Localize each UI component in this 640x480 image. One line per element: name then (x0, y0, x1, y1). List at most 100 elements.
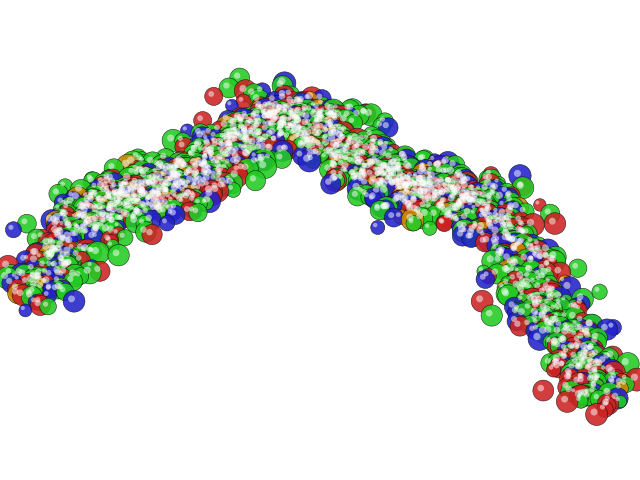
Point (154, 196, 164, 204)
Point (174, 159, 184, 167)
Point (65, 190, 76, 198)
Point (62, 211, 72, 219)
Point (314, 119, 324, 127)
Point (370, 141, 380, 148)
Point (589, 360, 599, 368)
Point (299, 105, 309, 113)
Point (529, 313, 540, 321)
Point (253, 102, 263, 110)
Point (569, 301, 579, 309)
Point (613, 383, 623, 390)
Point (20, 256, 31, 264)
Point (312, 130, 323, 138)
Point (311, 150, 321, 158)
Point (311, 113, 321, 121)
Point (314, 112, 324, 120)
Point (252, 156, 262, 163)
Point (447, 159, 458, 167)
Point (367, 178, 377, 186)
Point (463, 192, 474, 199)
Point (171, 175, 181, 183)
Point (303, 118, 313, 125)
Point (159, 173, 170, 180)
Point (152, 159, 162, 167)
Point (159, 217, 170, 225)
Point (118, 182, 129, 190)
Point (254, 158, 264, 166)
Point (136, 217, 147, 225)
Point (309, 138, 319, 146)
Point (31, 257, 41, 265)
Point (457, 201, 467, 209)
Point (262, 135, 273, 143)
Point (291, 112, 301, 120)
Point (260, 163, 270, 171)
Point (400, 153, 410, 161)
Point (253, 100, 264, 108)
Point (382, 164, 392, 172)
Point (572, 321, 582, 329)
Point (307, 153, 317, 160)
Point (390, 172, 401, 180)
Point (509, 258, 520, 266)
Point (120, 159, 131, 167)
Point (229, 135, 239, 143)
Point (401, 180, 412, 188)
Point (266, 122, 276, 130)
Point (394, 177, 404, 184)
Point (80, 244, 90, 252)
Point (209, 185, 220, 192)
Point (274, 119, 284, 127)
Point (506, 235, 516, 243)
Point (259, 156, 269, 164)
Point (328, 112, 339, 120)
Point (621, 376, 632, 384)
Point (118, 179, 129, 187)
Point (477, 200, 488, 207)
Point (314, 108, 324, 116)
Point (208, 152, 218, 159)
Point (492, 246, 502, 253)
Point (310, 102, 321, 110)
Point (438, 181, 449, 189)
Point (121, 180, 131, 187)
Point (319, 117, 329, 124)
Point (26, 263, 36, 271)
Point (65, 249, 75, 256)
Point (376, 175, 387, 183)
Point (542, 310, 552, 318)
Point (113, 191, 123, 198)
Point (534, 241, 544, 249)
Point (52, 221, 63, 228)
Point (484, 207, 495, 215)
Point (78, 228, 88, 236)
Point (184, 171, 195, 179)
Point (61, 237, 71, 245)
Point (262, 103, 273, 110)
Point (469, 227, 479, 235)
Point (578, 335, 588, 342)
Point (490, 268, 500, 276)
Point (275, 109, 285, 117)
Point (190, 161, 200, 169)
Point (124, 200, 134, 208)
Point (484, 191, 494, 199)
Point (316, 122, 326, 130)
Point (95, 267, 105, 275)
Point (100, 218, 111, 226)
Point (573, 304, 583, 312)
Point (131, 218, 141, 226)
Point (51, 246, 61, 254)
Point (504, 235, 515, 242)
Point (401, 175, 411, 182)
Point (278, 132, 288, 139)
Point (328, 168, 339, 176)
Point (252, 158, 262, 166)
Point (490, 239, 500, 246)
Point (372, 167, 383, 175)
Point (123, 162, 133, 169)
Point (107, 209, 117, 217)
Point (545, 210, 556, 218)
Point (379, 169, 389, 177)
Point (514, 283, 524, 290)
